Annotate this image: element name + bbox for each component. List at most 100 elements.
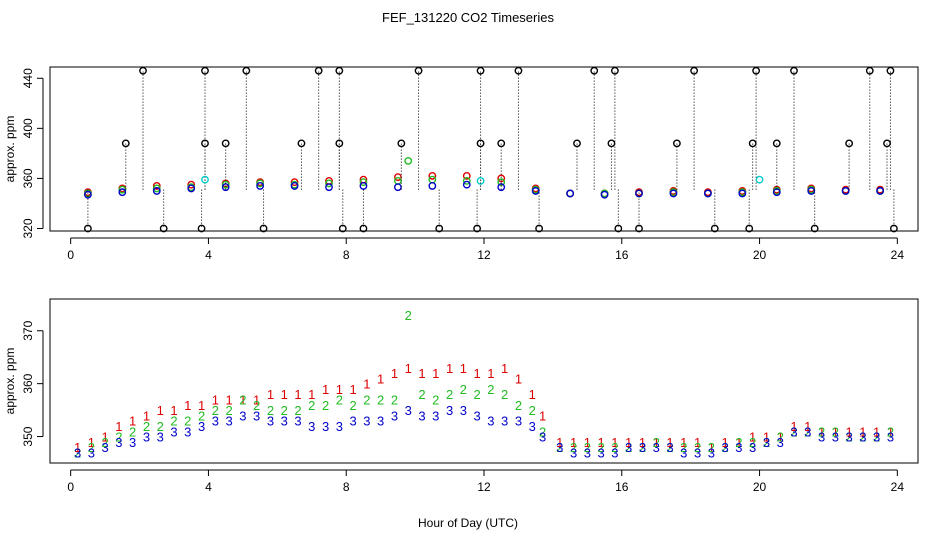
data-point-1 bbox=[187, 180, 196, 189]
data-point-1: 1 bbox=[473, 366, 480, 381]
data-point-2 bbox=[462, 177, 471, 185]
data-point-3: 3 bbox=[336, 419, 343, 434]
data-point-1: 1 bbox=[308, 387, 315, 402]
data-point-1: 1 bbox=[749, 430, 756, 445]
data-point-3: 3 bbox=[625, 440, 632, 455]
data-point-1: 1 bbox=[680, 435, 687, 450]
data-point-2: 2 bbox=[460, 382, 467, 397]
data-point-2: 2 bbox=[170, 414, 177, 429]
data-point-1: 1 bbox=[790, 419, 797, 434]
data-point-3: 3 bbox=[597, 445, 604, 460]
data-point-3: 3 bbox=[804, 424, 811, 439]
data-point-2: 2 bbox=[818, 424, 825, 439]
data-point-2: 2 bbox=[859, 430, 866, 445]
data-point-3: 3 bbox=[639, 440, 646, 455]
data-point-3: 3 bbox=[253, 408, 260, 423]
data-point-3: 3 bbox=[501, 414, 508, 429]
data-point-outliers bbox=[201, 66, 209, 75]
data-point-1: 1 bbox=[446, 361, 453, 376]
data-point-outliers bbox=[221, 139, 230, 148]
data-point-1: 1 bbox=[708, 440, 715, 455]
data-point-2: 2 bbox=[556, 440, 563, 455]
data-point-2: 2 bbox=[777, 430, 784, 445]
y-tick-label: 360 bbox=[21, 373, 35, 393]
data-point-3: 3 bbox=[859, 430, 866, 445]
data-point-3: 3 bbox=[170, 424, 177, 439]
data-point-2: 2 bbox=[735, 435, 742, 450]
x-tick-label: 20 bbox=[753, 248, 767, 262]
data-point-2: 2 bbox=[143, 419, 150, 434]
x-tick-label: 4 bbox=[205, 248, 212, 262]
data-point-3: 3 bbox=[777, 435, 784, 450]
data-point-outliers bbox=[242, 66, 251, 75]
y-tick-label: 370 bbox=[21, 320, 35, 340]
data-point-1: 1 bbox=[74, 440, 81, 455]
data-point-3 bbox=[290, 182, 299, 190]
data-point-3 bbox=[325, 183, 333, 192]
data-point-1: 1 bbox=[639, 435, 646, 450]
x-tick-label: 8 bbox=[343, 248, 350, 262]
y-axis-bottom: 350 360 370 bbox=[21, 320, 44, 447]
panel-top: 0 4 8 12 16 20 24 320 360 400 440 approx. ppm bbox=[3, 66, 919, 262]
data-point-outliers bbox=[476, 66, 485, 75]
data-point-2: 2 bbox=[487, 382, 494, 397]
data-point-outliers bbox=[790, 66, 798, 75]
data-point-2 bbox=[359, 178, 368, 187]
data-point-outliers bbox=[314, 66, 323, 75]
data-point-cyan bbox=[201, 175, 209, 184]
data-point-1: 1 bbox=[777, 430, 784, 445]
data-point-3 bbox=[359, 182, 368, 190]
data-point-cyan bbox=[755, 175, 764, 184]
data-point-3: 3 bbox=[391, 408, 398, 423]
data-point-2: 2 bbox=[253, 398, 260, 413]
data-point-1: 1 bbox=[143, 408, 150, 423]
data-point-2: 2 bbox=[887, 424, 894, 439]
data-point-2: 2 bbox=[680, 440, 687, 455]
data-point-2: 2 bbox=[101, 435, 108, 450]
data-point-outliers bbox=[297, 139, 306, 148]
data-point-3: 3 bbox=[143, 430, 150, 445]
data-point-3: 3 bbox=[225, 414, 232, 429]
data-point-3: 3 bbox=[129, 435, 136, 450]
data-point-outliers bbox=[865, 66, 874, 75]
data-point-2: 2 bbox=[845, 430, 852, 445]
data-point-1: 1 bbox=[556, 435, 563, 450]
data-point-3: 3 bbox=[653, 440, 660, 455]
data-point-3: 3 bbox=[556, 440, 563, 455]
data-point-2: 2 bbox=[157, 419, 164, 434]
data-point-2: 2 bbox=[501, 387, 508, 402]
data-point-1: 1 bbox=[721, 435, 728, 450]
data-point-3: 3 bbox=[735, 440, 742, 455]
data-point-1: 1 bbox=[735, 435, 742, 450]
data-point-2: 2 bbox=[653, 435, 660, 450]
data-point-3: 3 bbox=[694, 445, 701, 460]
data-point-3: 3 bbox=[432, 408, 439, 423]
data-point-1: 1 bbox=[887, 424, 894, 439]
data-point-2 bbox=[325, 179, 333, 188]
data-point-1: 1 bbox=[845, 424, 852, 439]
x-tick-label: 8 bbox=[343, 480, 350, 494]
data-point-2: 2 bbox=[129, 424, 136, 439]
data-point-1: 1 bbox=[570, 435, 577, 450]
data-point-2: 2 bbox=[225, 403, 232, 418]
data-point-2 bbox=[221, 180, 230, 189]
data-point-outliers bbox=[810, 224, 819, 233]
data-point-3 bbox=[187, 184, 196, 193]
data-point-2: 2 bbox=[790, 424, 797, 439]
y-axis-top: 320 360 400 440 bbox=[21, 68, 44, 239]
data-point-outliers bbox=[121, 139, 130, 148]
data-point-1: 1 bbox=[253, 393, 260, 408]
data-point-3: 3 bbox=[529, 419, 536, 434]
data-point-1 bbox=[290, 178, 299, 187]
data-point-1: 1 bbox=[611, 435, 618, 450]
data-point-outliers bbox=[889, 224, 898, 233]
data-point-2: 2 bbox=[832, 424, 839, 439]
data-point-2: 2 bbox=[294, 403, 301, 418]
data-point-2: 2 bbox=[391, 393, 398, 408]
data-point-3: 3 bbox=[487, 414, 494, 429]
data-point-outliers bbox=[752, 66, 761, 75]
data-point-3: 3 bbox=[322, 419, 329, 434]
x-axis-top: 0 4 8 12 16 20 24 bbox=[67, 237, 904, 262]
